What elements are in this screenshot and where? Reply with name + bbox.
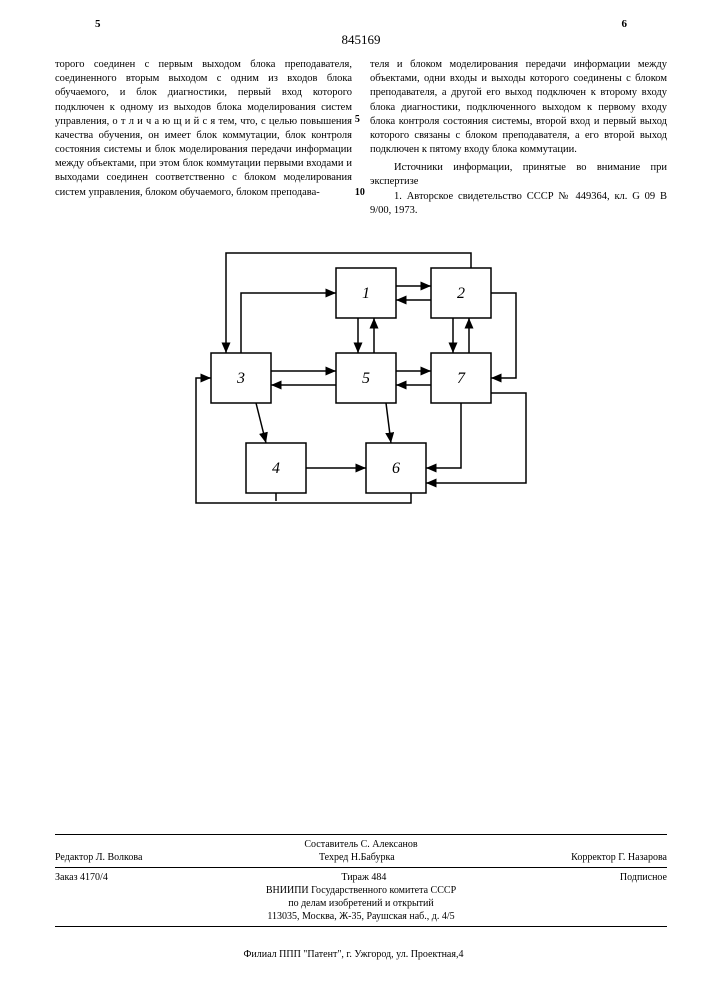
document-number: 845169 xyxy=(55,32,667,48)
tech-name: Н.Бабурка xyxy=(351,852,395,863)
org-line-2: по делам изобретений и открытий xyxy=(55,897,667,910)
footer: Составитель С. Алексанов Редактор Л. Вол… xyxy=(55,831,667,930)
corrector-label: Корректор xyxy=(571,852,616,863)
branch-line: Филиал ППП "Патент", г. Ужгород, ул. Про… xyxy=(0,949,707,960)
compiler-line: Составитель С. Алексанов xyxy=(55,838,667,851)
source-1: 1. Авторское свидетельство СССР № 449364… xyxy=(370,191,667,216)
editor-label: Редактор xyxy=(55,852,93,863)
tirage: Тираж 484 xyxy=(341,872,386,883)
svg-text:3: 3 xyxy=(236,370,245,387)
left-column: торого соединен с первым выходом блока п… xyxy=(55,58,352,218)
block-diagram: 1 2 3 5 7 4 6 xyxy=(171,248,551,508)
corrector-name: Г. Назарова xyxy=(618,852,667,863)
right-column: теля и блоком моделирования передачи инф… xyxy=(370,58,667,218)
svg-text:1: 1 xyxy=(362,285,370,302)
order-number: Заказ 4170/4 xyxy=(55,872,108,883)
editor-name: Л. Волкова xyxy=(96,852,143,863)
right-column-text: теля и блоком моделирования передачи инф… xyxy=(370,59,667,155)
page-num-right: 6 xyxy=(622,18,628,30)
org-line-1: ВНИИПИ Государственного комитета СССР xyxy=(55,884,667,897)
sources-title: Источники информации, принятые во вниман… xyxy=(370,162,667,187)
left-column-text: торого соединен с первым выходом блока п… xyxy=(55,59,352,198)
svg-text:5: 5 xyxy=(362,370,370,387)
svg-text:2: 2 xyxy=(457,285,465,302)
subscription: Подписное xyxy=(620,872,667,883)
svg-text:6: 6 xyxy=(392,460,400,477)
address-line: 113035, Москва, Ж-35, Раушская наб., д. … xyxy=(55,910,667,923)
svg-text:7: 7 xyxy=(457,370,466,387)
svg-text:4: 4 xyxy=(272,460,280,477)
tech-label: Техред xyxy=(319,852,348,863)
page-num-left: 5 xyxy=(95,18,101,30)
